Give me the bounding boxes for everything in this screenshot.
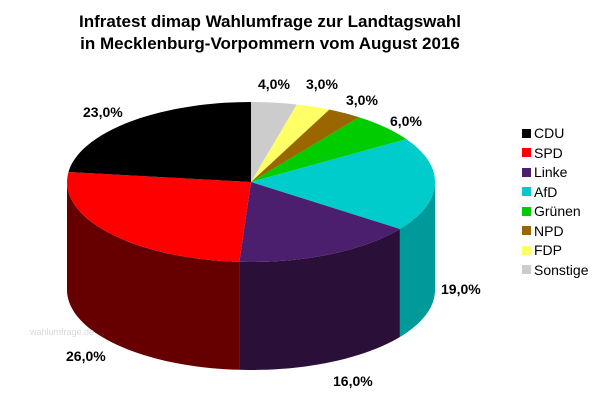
legend-label: Grünen	[534, 203, 581, 219]
legend-label: SPD	[534, 144, 563, 161]
legend-swatch	[522, 226, 531, 235]
legend-label: Linke	[534, 164, 568, 180]
legend-item-grünen: Grünen	[522, 201, 581, 221]
legend-item-afd: AfD	[522, 182, 557, 202]
legend-item-spd: SPD	[522, 143, 563, 163]
pie-slice-afd	[251, 139, 435, 229]
pie-slice-npd	[251, 109, 360, 182]
legend-item-sonstige: Sonstige	[522, 260, 588, 280]
pie-slice-sonstige	[251, 102, 297, 182]
legend-label: AfD	[534, 183, 558, 200]
pie-slice-linke	[239, 182, 400, 262]
pie-side-afd	[399, 182, 435, 337]
legend-item-cdu: CDU	[522, 123, 564, 143]
pie-slice-cdu	[68, 102, 251, 182]
legend-swatch	[522, 187, 531, 196]
legend-item-linke: Linke	[522, 162, 567, 182]
chart-title-line2: in Mecklenburg-Vorpommern vom August 201…	[80, 34, 460, 53]
data-label-linke: 16,0%	[333, 373, 373, 389]
legend-swatch	[522, 148, 531, 157]
legend-label: Sonstige	[534, 261, 589, 278]
pie-slice-grünen	[251, 117, 407, 182]
legend-swatch	[522, 245, 531, 255]
data-label-afd: 19,0%	[441, 281, 481, 297]
chart-title-line1: Infratest dimap Wahlumfrage zur Landtags…	[79, 12, 461, 31]
legend-swatch	[522, 128, 531, 138]
legend-item-fdp: FDP	[522, 240, 562, 260]
legend-swatch	[522, 265, 531, 274]
data-label-fdp: 3,0%	[306, 76, 338, 92]
legend-label: CDU	[534, 125, 565, 141]
legend-swatch	[522, 206, 531, 216]
legend-label: NPD	[534, 222, 564, 239]
pie-side-linke	[239, 229, 400, 370]
pie-slice-fdp	[251, 104, 330, 182]
data-label-spd: 26,0%	[66, 348, 106, 364]
legend-label: FDP	[534, 242, 562, 258]
legend-item-npd: NPD	[522, 221, 564, 241]
watermark: wahlumfrage.de	[30, 327, 95, 337]
data-label-npd: 3,0%	[346, 92, 378, 108]
pie-slice-spd	[67, 172, 251, 262]
data-label-gruenen: 6,0%	[390, 113, 422, 129]
pie-side-spd	[67, 182, 240, 370]
data-label-cdu: 23,0%	[83, 104, 123, 120]
data-label-sonstige: 4,0%	[258, 76, 290, 92]
legend-swatch	[522, 167, 531, 177]
